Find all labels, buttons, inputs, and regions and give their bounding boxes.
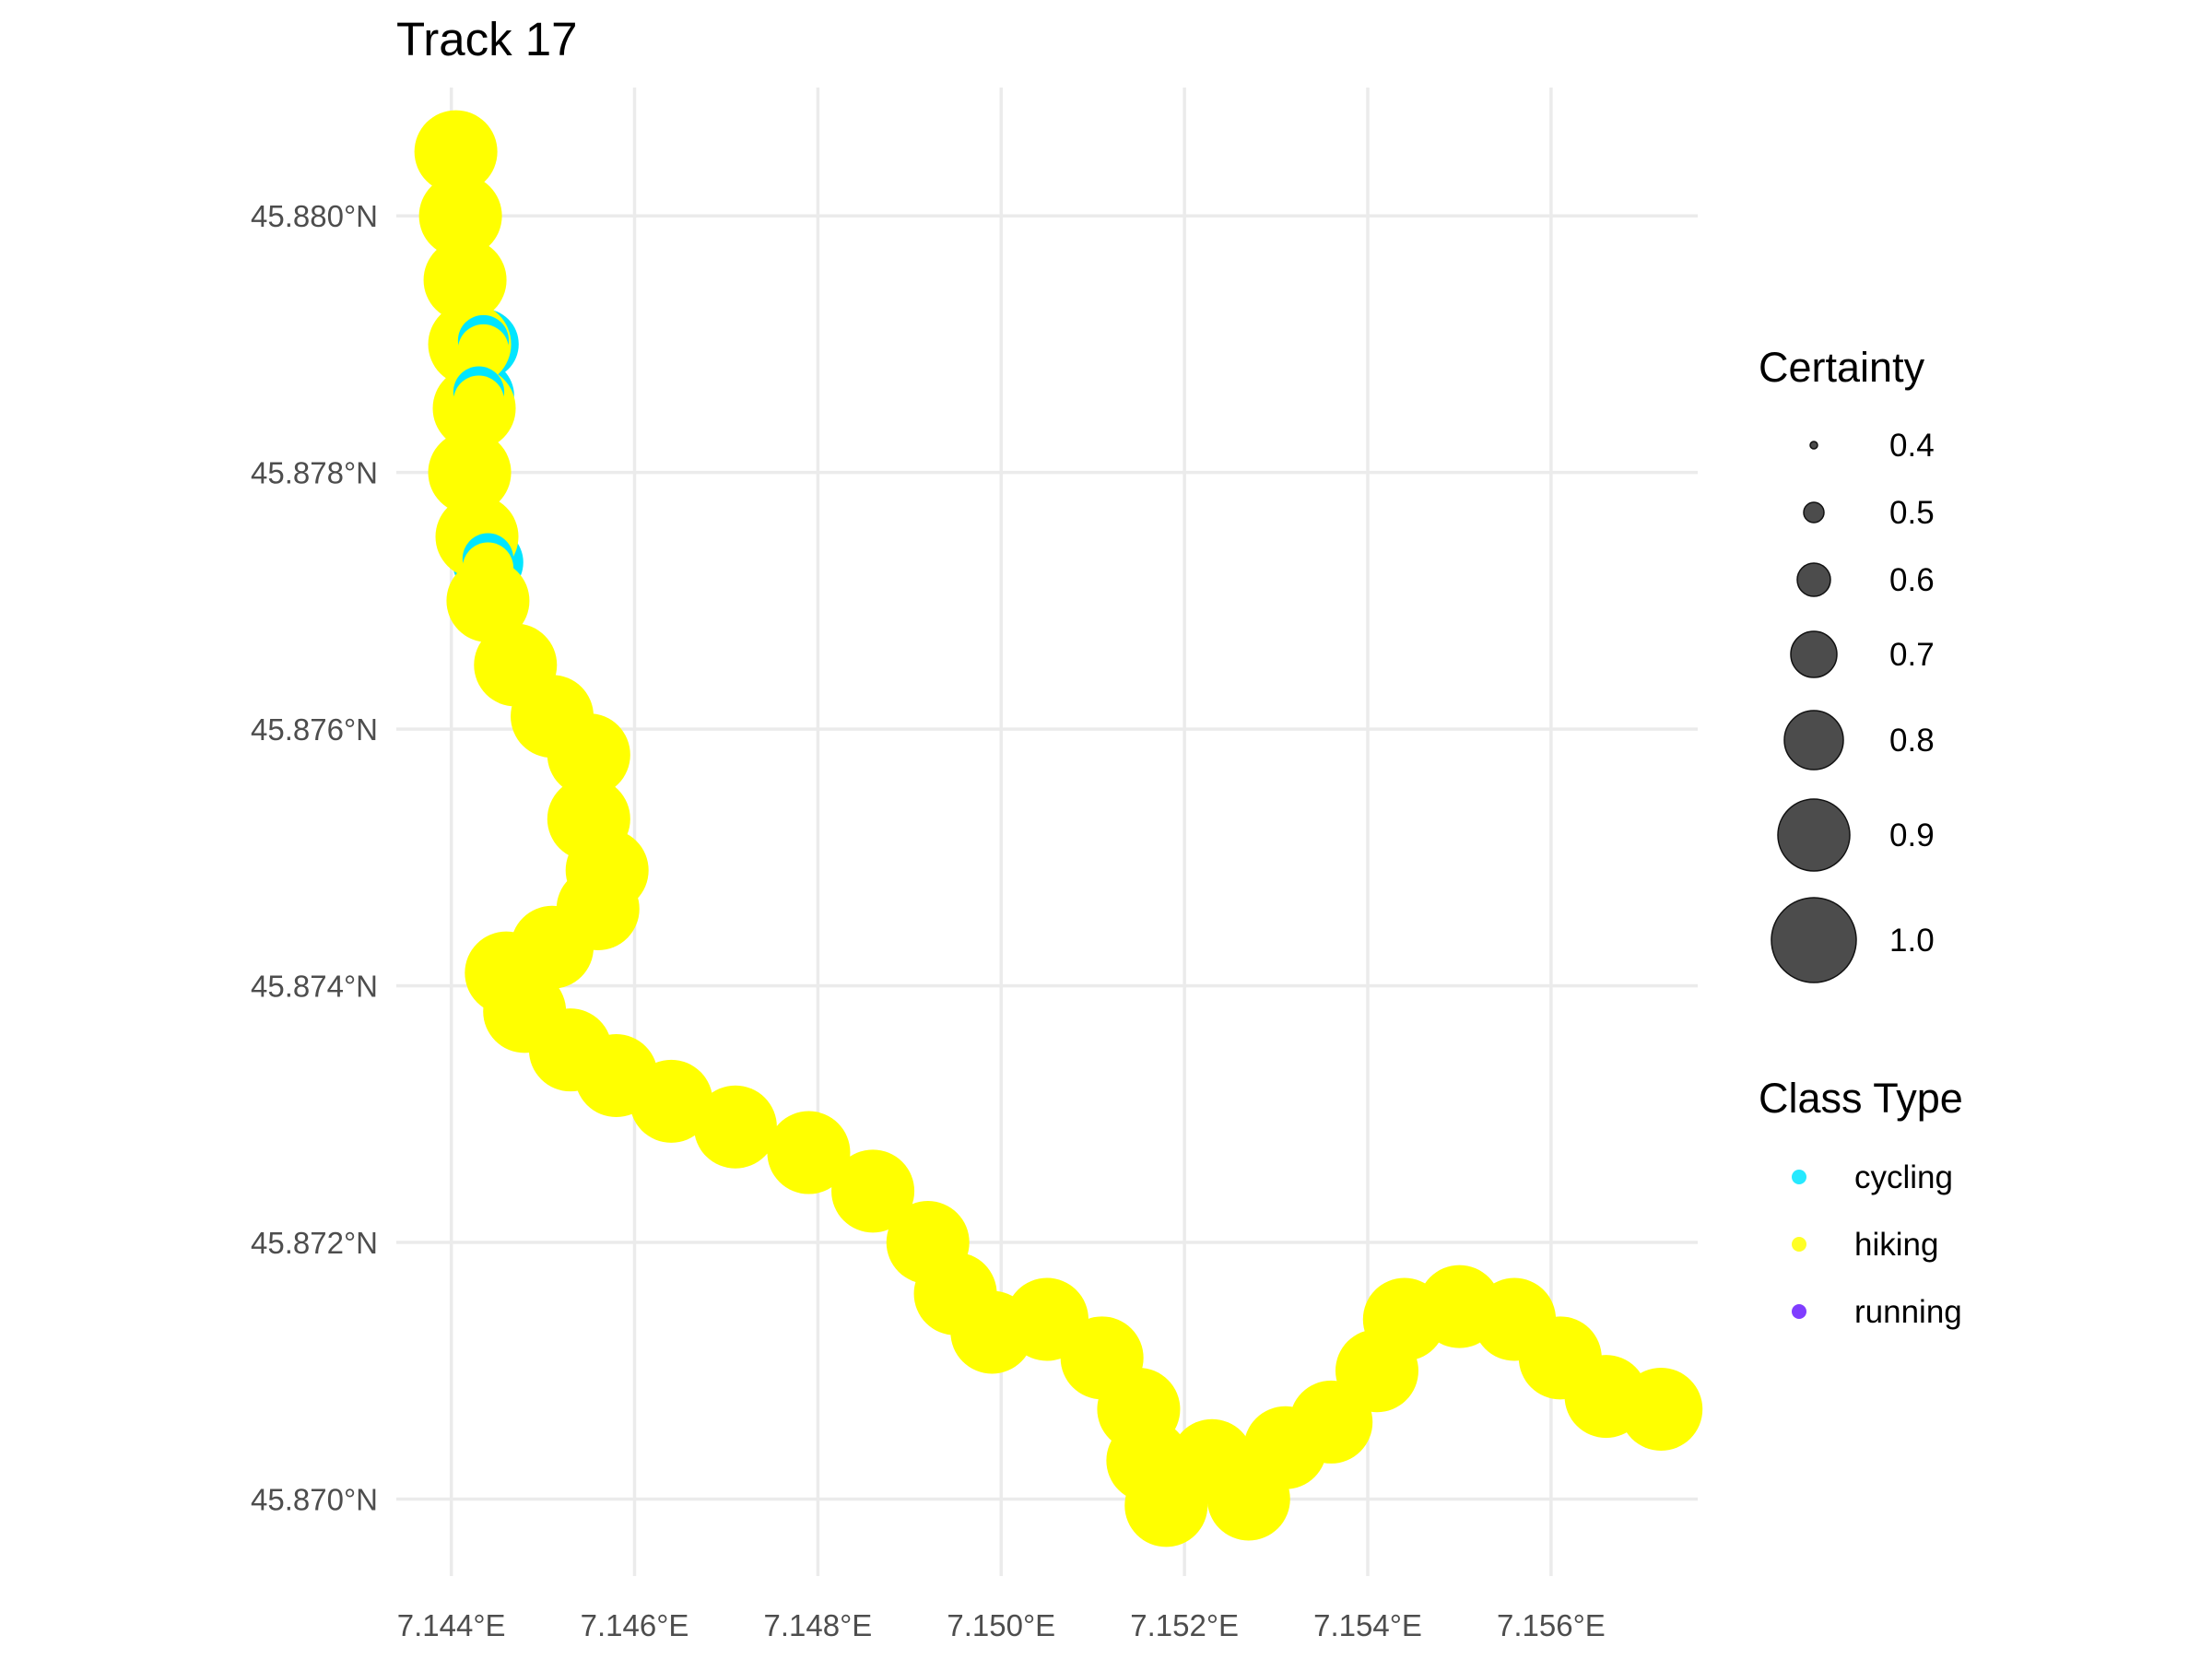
size-legend-key <box>1783 710 1844 771</box>
hiking-point <box>1619 1368 1703 1452</box>
size-legend-label: 0.8 <box>1889 723 1935 759</box>
hiking-point <box>693 1085 777 1169</box>
hiking-point <box>767 1111 851 1194</box>
legend: Certainty 0.4 0.5 0.6 0.7 0.8 0.9 1.0 Class Ty… <box>1759 344 1963 1330</box>
x-tick-label: 7.146°E <box>581 1608 689 1642</box>
color-legend-key <box>1792 1304 1806 1319</box>
hiking-point <box>418 174 502 258</box>
size-legend-key <box>1771 897 1857 983</box>
y-axis: 45.870°N 45.872°N 45.874°N 45.876°N 45.878°N… <box>251 199 378 1516</box>
x-tick-label: 7.152°E <box>1130 1608 1239 1642</box>
data-points <box>414 110 1703 1547</box>
size-legend-label: 0.9 <box>1889 818 1935 853</box>
y-tick-label: 45.870°N <box>251 1482 378 1516</box>
size-legend-key <box>1796 562 1831 597</box>
hiking-point-overlap <box>457 324 510 376</box>
size-legend-label: 0.6 <box>1889 562 1935 598</box>
color-legend-key <box>1792 1237 1806 1252</box>
size-legend-key <box>1809 441 1818 450</box>
hiking-point <box>414 110 498 194</box>
size-legend: 0.4 0.5 0.6 0.7 0.8 0.9 1.0 <box>1771 428 1935 983</box>
x-tick-label: 7.154°E <box>1313 1608 1422 1642</box>
x-tick-label: 7.144°E <box>397 1608 506 1642</box>
size-legend-key <box>1803 501 1825 524</box>
y-tick-label: 45.874°N <box>251 970 378 1004</box>
hiking-point <box>428 430 512 514</box>
y-tick-label: 45.876°N <box>251 712 378 747</box>
y-tick-label: 45.880°N <box>251 199 378 233</box>
hiking-point <box>423 238 507 322</box>
chart-title: Track 17 <box>396 13 578 65</box>
x-tick-label: 7.150°E <box>947 1608 1055 1642</box>
size-legend-label: 1.0 <box>1889 923 1935 959</box>
color-legend: cycling hiking running <box>1792 1159 1962 1330</box>
size-legend-key <box>1777 798 1851 872</box>
hiking-point <box>629 1059 713 1143</box>
y-tick-label: 45.878°N <box>251 456 378 490</box>
size-legend-key <box>1790 630 1838 678</box>
x-tick-label: 7.148°E <box>764 1608 873 1642</box>
hiking-point-overlap <box>462 542 514 594</box>
color-legend-label: hiking <box>1854 1227 1938 1263</box>
color-legend-key <box>1792 1170 1806 1184</box>
y-tick-label: 45.872°N <box>251 1226 378 1260</box>
hiking-point <box>547 712 630 796</box>
hiking-point-overlap <box>453 375 505 427</box>
hiking-point <box>831 1149 915 1233</box>
x-axis: 7.144°E 7.146°E 7.148°E 7.150°E 7.152°E 7.154… <box>397 1608 1606 1642</box>
size-legend-label: 0.7 <box>1889 637 1935 673</box>
size-legend-label: 0.4 <box>1889 428 1935 464</box>
size-legend-title: Certainty <box>1759 344 1925 391</box>
color-legend-label: cycling <box>1854 1159 1953 1195</box>
x-tick-label: 7.156°E <box>1497 1608 1606 1642</box>
size-legend-label: 0.5 <box>1889 495 1935 531</box>
color-legend-title: Class Type <box>1759 1075 1963 1122</box>
color-legend-label: running <box>1854 1294 1962 1330</box>
